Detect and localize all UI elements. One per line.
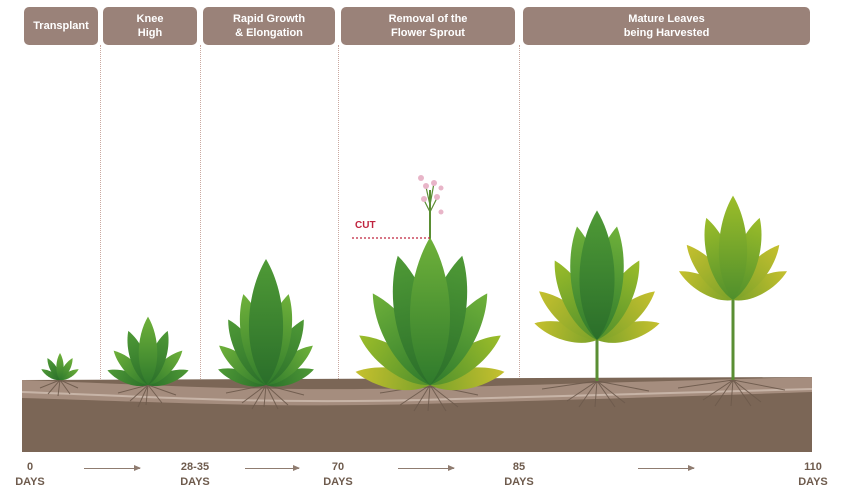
- timeline-arrow: [84, 465, 141, 471]
- stage-divider: [200, 45, 201, 395]
- stage-header-rapid-growth: Rapid Growth & Elongation: [203, 7, 335, 45]
- timeline-label-70: 70 DAYS: [323, 461, 353, 488]
- plant-harvest-1: [532, 210, 662, 381]
- stage-header-knee-high: Knee High: [103, 7, 197, 45]
- stage-divider: [519, 45, 520, 395]
- flower-sprout: [418, 175, 444, 215]
- stage-divider: [100, 45, 101, 395]
- stage-divider: [338, 45, 339, 395]
- cut-label: CUT: [355, 220, 376, 231]
- timeline-arrow: [245, 465, 300, 471]
- stage-header-flower-removal: Removal of the Flower Sprout: [341, 7, 515, 45]
- stage-header-harvest: Mature Leaves being Harvested: [523, 7, 810, 45]
- plant-flower-removal: [352, 175, 508, 396]
- timeline-label-110: 110 DAYS: [798, 461, 828, 488]
- plant-transplant: [39, 353, 81, 383]
- timeline-label-85: 85 DAYS: [504, 461, 534, 488]
- timeline-arrow: [638, 465, 695, 471]
- stage-header-transplant: Transplant: [24, 7, 98, 45]
- plant-harvest-2: [675, 195, 791, 380]
- timeline-arrow: [398, 465, 455, 471]
- timeline-label-0: 0 DAYS: [15, 461, 45, 488]
- plant-rapid-growth: [213, 259, 319, 392]
- timeline-label-28-35: 28-35 DAYS: [180, 461, 210, 488]
